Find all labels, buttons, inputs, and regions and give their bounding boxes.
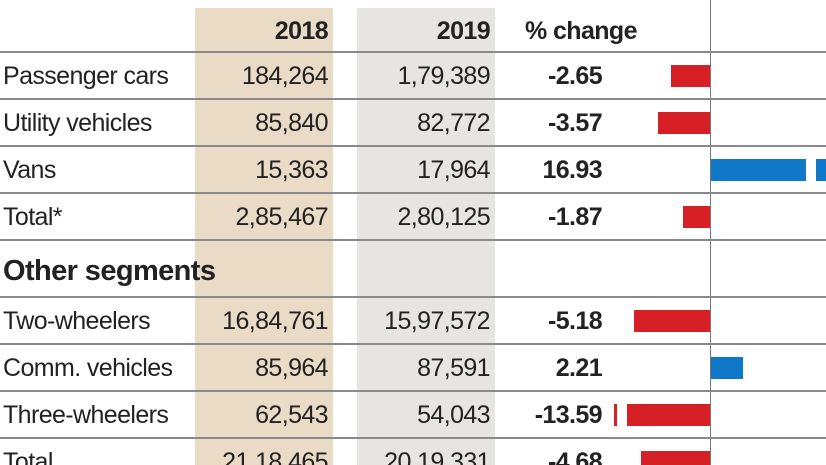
pct-change: -13.59 <box>534 401 603 429</box>
bar-negative <box>682 206 710 228</box>
pct-change: -1.87 <box>548 203 603 231</box>
bar-negative <box>657 112 710 134</box>
row-label: Comm. vehicles <box>3 354 173 382</box>
header-2018: 2018 <box>274 17 329 45</box>
value-2018: 16,84,761 <box>222 307 328 335</box>
row-label: Vans <box>3 156 56 184</box>
value-2018: 184,264 <box>241 62 329 90</box>
value-2019: 17,964 <box>417 156 490 184</box>
section-title-other-segments: Other segments <box>3 255 216 287</box>
row-divider <box>0 390 826 392</box>
pct-change: -3.57 <box>548 109 603 137</box>
row-label: Total <box>3 448 53 465</box>
value-2018: 85,964 <box>255 354 328 382</box>
row-label: Passenger cars <box>3 62 169 90</box>
row-divider <box>0 145 826 147</box>
bar-negative <box>627 404 710 426</box>
pct-change: -5.18 <box>548 307 603 335</box>
header-pct-change: % change <box>525 17 638 45</box>
row-divider <box>0 343 826 345</box>
value-2018: 2,85,467 <box>235 203 328 231</box>
value-2019: 87,591 <box>417 354 490 382</box>
value-2018: 15,363 <box>255 156 328 184</box>
pct-change: 2.21 <box>555 354 603 382</box>
row-divider <box>0 437 826 439</box>
column-2019-background <box>357 8 495 465</box>
zero-axis <box>710 0 711 465</box>
value-2019: 20,19,331 <box>384 448 490 465</box>
column-2018-background <box>195 8 333 465</box>
row-divider <box>0 296 826 298</box>
bar-negative <box>633 310 710 332</box>
value-2019: 15,97,572 <box>384 307 490 335</box>
row-divider <box>0 239 826 241</box>
bar-negative <box>641 451 710 465</box>
row-divider <box>0 51 826 53</box>
row-label: Three-wheelers <box>3 401 169 429</box>
pct-change: 16.93 <box>542 156 602 184</box>
bar-break-segment <box>614 404 617 426</box>
pct-change: -4.68 <box>548 448 603 465</box>
row-divider <box>0 192 826 194</box>
value-2019: 82,772 <box>417 109 490 137</box>
pct-change: -2.65 <box>548 62 603 90</box>
row-label: Utility vehicles <box>3 109 152 137</box>
header-2019: 2019 <box>436 17 491 45</box>
bar-break-segment <box>816 159 826 181</box>
row-label: Total* <box>3 203 63 231</box>
bar-negative <box>671 65 710 87</box>
bar-positive <box>711 357 744 379</box>
value-2018: 62,543 <box>255 401 328 429</box>
value-2018: 85,840 <box>255 109 328 137</box>
value-2019: 1,79,389 <box>397 62 490 90</box>
row-divider <box>0 98 826 100</box>
bar-positive <box>711 159 806 181</box>
row-label: Two-wheelers <box>3 307 151 335</box>
value-2018: 21,18,465 <box>222 448 328 465</box>
value-2019: 2,80,125 <box>397 203 490 231</box>
value-2019: 54,043 <box>417 401 490 429</box>
